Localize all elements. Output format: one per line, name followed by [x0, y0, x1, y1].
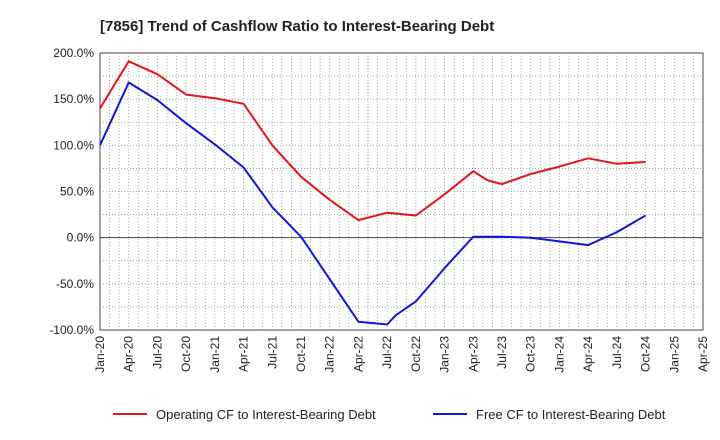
x-tick-label: Apr-22: [351, 336, 365, 372]
legend: Operating CF to Interest-Bearing Debt Fre…: [113, 407, 666, 422]
x-tick-label: Jul-24: [610, 336, 624, 369]
x-tick-label: Oct-20: [179, 336, 193, 372]
chart-title: [7856] Trend of Cashflow Ratio to Intere…: [100, 18, 494, 35]
y-tick-label: 100.0%: [53, 138, 94, 152]
series-line-2: [99, 81, 647, 326]
x-tick-label: Apr-20: [122, 336, 136, 372]
x-tick-label: Jul-20: [150, 336, 164, 369]
x-axis-tick-labels: Jan-20 Apr-20 Jul-20 Oct-20 Jan-21 Apr-21 Jul-…: [93, 336, 710, 373]
x-tick-label: Apr-21: [237, 336, 251, 372]
x-tick-label: Oct-21: [294, 336, 308, 372]
x-tick-label: Oct-22: [409, 336, 423, 372]
x-tick-label: Jan-24: [552, 336, 566, 373]
x-tick-label: Oct-24: [639, 336, 653, 372]
y-tick-label: 200.0%: [53, 46, 94, 60]
x-tick-label: Jan-20: [93, 336, 107, 373]
x-tick-label: Jul-22: [380, 336, 394, 369]
y-tick-label: -100.0%: [49, 323, 94, 337]
x-tick-label: Jul-23: [495, 336, 509, 369]
x-tick-label: Jan-22: [323, 336, 337, 373]
y-axis-tick-labels: 200.0% 150.0% 100.0% 50.0% 0.0% -50.0% -100.0%: [49, 46, 94, 337]
y-tick-label: 50.0%: [60, 185, 94, 199]
plot-area: [99, 52, 704, 331]
x-tick-label: Jan-21: [208, 336, 222, 373]
y-tick-label: 150.0%: [53, 92, 94, 106]
x-tick-label: Jul-21: [265, 336, 279, 369]
x-tick-label: Apr-23: [466, 336, 480, 372]
x-tick-label: Oct-23: [524, 336, 538, 372]
series-lines: [99, 60, 647, 326]
y-tick-label: 0.0%: [67, 231, 95, 245]
legend-label-1: Operating CF to Interest-Bearing Debt: [156, 407, 376, 422]
legend-label-2: Free CF to Interest-Bearing Debt: [476, 407, 666, 422]
y-tick-label: -50.0%: [56, 277, 94, 291]
series-line-1: [99, 60, 646, 222]
x-tick-label: Jan-25: [667, 336, 681, 373]
x-tick-label: Jan-23: [438, 336, 452, 373]
x-tick-label: Apr-25: [696, 336, 710, 372]
x-tick-label: Apr-24: [581, 336, 595, 372]
